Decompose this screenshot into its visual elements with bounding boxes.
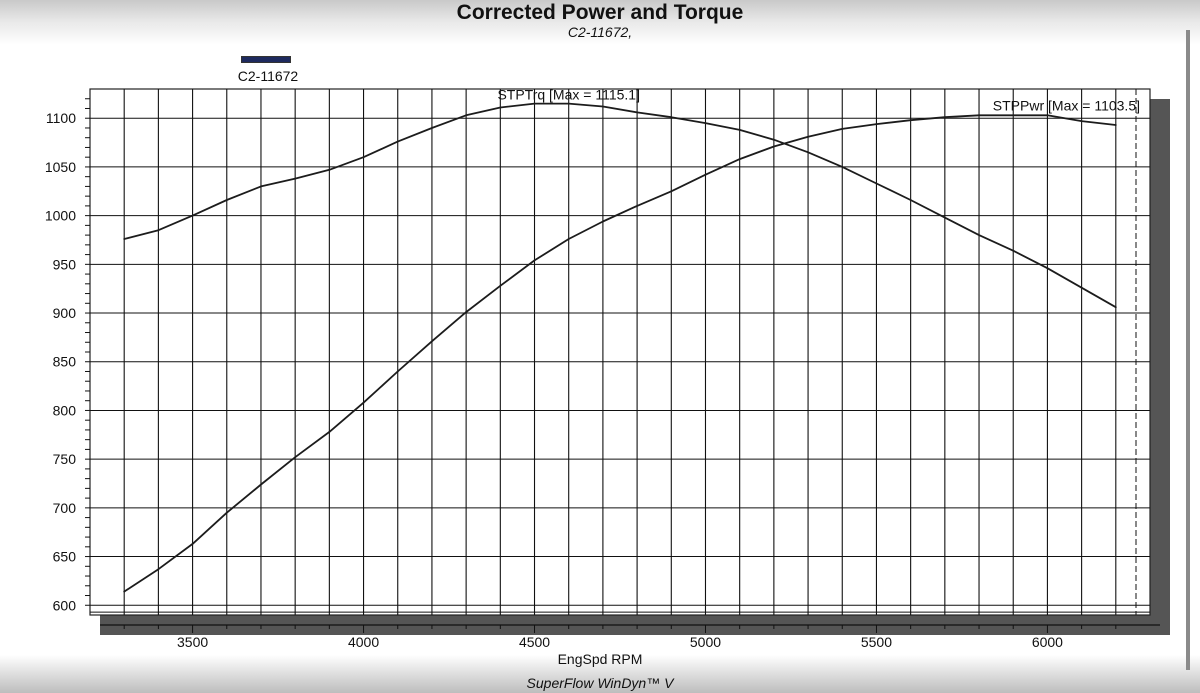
legend-swatch bbox=[241, 56, 291, 63]
data-point-stptrq bbox=[875, 182, 878, 185]
window-edge bbox=[1186, 30, 1190, 670]
data-point-stptrq bbox=[431, 127, 433, 129]
x-tick-label: 3500 bbox=[177, 634, 208, 650]
data-point-stptrq bbox=[294, 177, 297, 180]
data-point-stptrq bbox=[328, 168, 331, 171]
data-point-stppwr bbox=[978, 114, 980, 117]
series-label-stptrq: STPTrq [Max = 1115.1] bbox=[497, 87, 640, 103]
x-tick-label: 5500 bbox=[861, 634, 892, 650]
data-point-stptrq bbox=[123, 238, 126, 240]
series-label-stppwr: STPPwr [Max = 1103.5] bbox=[993, 97, 1140, 113]
data-point-stppwr bbox=[362, 401, 365, 404]
data-point-stppwr bbox=[260, 483, 262, 486]
data-point-stptrq bbox=[157, 229, 160, 232]
legend: C2-11672 bbox=[222, 55, 314, 89]
data-point-stptrq bbox=[909, 199, 912, 201]
series-line-stppwr bbox=[123, 114, 1116, 593]
data-point-stptrq bbox=[225, 199, 228, 201]
data-point-stptrq bbox=[1012, 249, 1015, 252]
data-point-stppwr bbox=[1046, 114, 1049, 117]
footer-credit: SuperFlow WinDyn™ V bbox=[526, 675, 674, 691]
chart-subtitle: C2-11672, bbox=[567, 24, 633, 40]
data-point-stptrq bbox=[465, 114, 468, 117]
data-point-stppwr bbox=[328, 430, 331, 433]
data-point-stptrq bbox=[704, 122, 707, 124]
data-point-stptrq bbox=[602, 105, 604, 108]
legend-label: C2-11672 bbox=[237, 68, 299, 84]
series-line-stptrq bbox=[123, 102, 1117, 308]
data-point-stppwr bbox=[1080, 120, 1083, 123]
data-point-stppwr bbox=[1114, 124, 1117, 126]
data-point-stppwr bbox=[909, 119, 912, 122]
x-tick-label: 4000 bbox=[348, 634, 379, 650]
data-point-stppwr bbox=[636, 204, 638, 207]
data-point-stppwr bbox=[431, 340, 433, 343]
y-tick-label: 700 bbox=[53, 500, 77, 516]
plot-frame bbox=[89, 88, 1151, 616]
data-point-stppwr bbox=[567, 238, 570, 240]
data-point-stptrq bbox=[670, 116, 673, 119]
data-point-stppwr bbox=[1012, 114, 1015, 117]
x-tick-label: 4500 bbox=[519, 634, 550, 650]
data-point-stppwr bbox=[670, 190, 673, 193]
data-point-stppwr bbox=[294, 456, 297, 459]
y-tick-label: 750 bbox=[53, 451, 77, 467]
data-point-stppwr bbox=[738, 158, 741, 161]
data-point-stppwr bbox=[533, 259, 536, 262]
data-point-stptrq bbox=[396, 140, 399, 143]
data-point-stppwr bbox=[772, 145, 775, 148]
data-point-stptrq bbox=[362, 156, 365, 159]
data-point-stptrq bbox=[636, 111, 638, 114]
data-point-stppwr bbox=[465, 311, 468, 313]
data-point-stppwr bbox=[807, 135, 809, 138]
data-point-stptrq bbox=[533, 102, 536, 105]
data-point-stptrq bbox=[807, 151, 809, 154]
data-point-stptrq bbox=[841, 166, 844, 168]
data-point-stptrq bbox=[1114, 306, 1117, 309]
data-point-stppwr bbox=[225, 511, 228, 514]
y-tick-label: 850 bbox=[53, 354, 77, 370]
x-tick-label: 5000 bbox=[690, 634, 721, 650]
data-point-stptrq bbox=[1046, 267, 1049, 270]
data-point-stptrq bbox=[260, 185, 262, 188]
data-point-stptrq bbox=[499, 106, 502, 109]
y-tick-label: 1050 bbox=[45, 159, 76, 175]
y-tick-label: 600 bbox=[53, 597, 77, 613]
data-point-stppwr bbox=[875, 123, 878, 125]
y-tick-label: 900 bbox=[53, 305, 77, 321]
data-point-stptrq bbox=[1080, 286, 1083, 289]
data-point-stppwr bbox=[602, 220, 604, 223]
data-point-stppwr bbox=[123, 590, 126, 593]
y-tick-label: 650 bbox=[53, 549, 77, 565]
data-point-stppwr bbox=[157, 568, 160, 571]
y-tick-label: 800 bbox=[53, 402, 77, 418]
data-point-stptrq bbox=[978, 234, 980, 237]
data-point-stptrq bbox=[567, 102, 570, 105]
data-point-stptrq bbox=[738, 129, 741, 131]
data-point-stppwr bbox=[841, 128, 844, 130]
y-tick-label: 950 bbox=[53, 256, 77, 272]
y-tick-label: 1000 bbox=[45, 208, 76, 224]
data-point-stppwr bbox=[191, 542, 194, 545]
chart-title: Corrected Power and Torque bbox=[456, 1, 744, 24]
data-point-stppwr bbox=[943, 116, 946, 119]
data-point-stptrq bbox=[943, 216, 946, 219]
data-point-stppwr bbox=[704, 173, 707, 176]
data-point-stptrq bbox=[191, 214, 194, 217]
y-tick-label: 1100 bbox=[46, 110, 76, 126]
data-point-stppwr bbox=[396, 370, 399, 373]
data-point-stppwr bbox=[499, 284, 502, 287]
x-tick-label: 6000 bbox=[1032, 634, 1063, 650]
x-axis-label: EngSpd RPM bbox=[557, 651, 643, 667]
data-point-stptrq bbox=[772, 138, 775, 141]
